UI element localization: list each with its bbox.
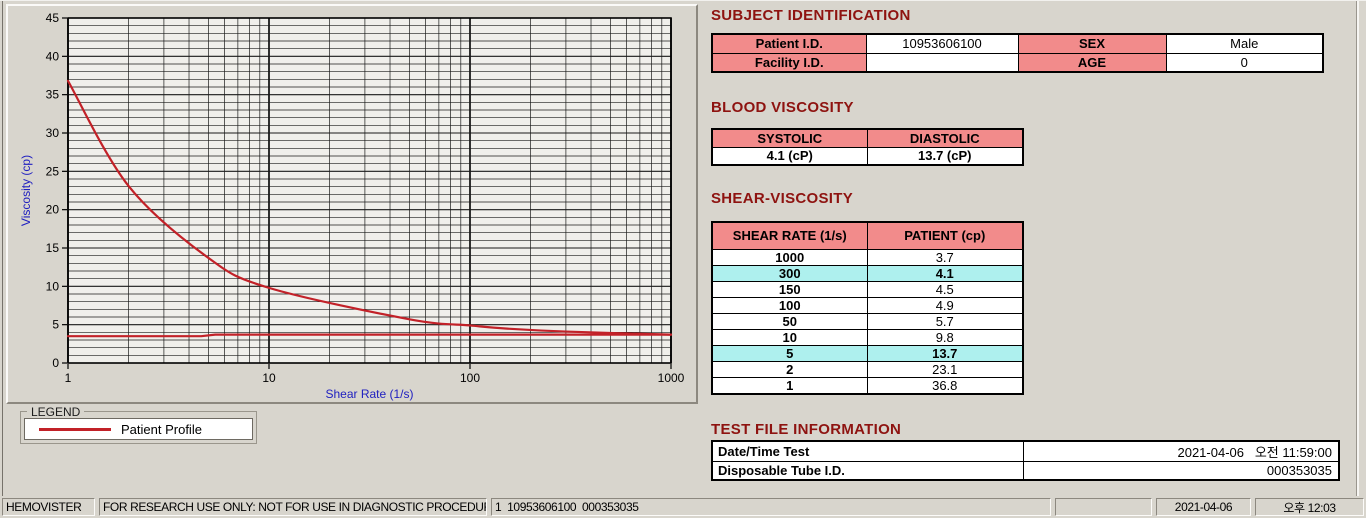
shear-rate-cell: 5 [711,344,868,362]
status-time: 오후 12:03 [1255,498,1364,516]
y-tick-label: 0 [52,356,59,370]
y-tick-label: 10 [46,279,60,293]
y-tick-label: 5 [52,318,59,332]
legend-entry-label: Patient Profile [121,421,202,437]
window-right-edge-highlight [1357,0,1359,496]
shear-viscosity-chart: 0 5 10 15 20 25 30 35 40 45 1 10 100 1000 Viscosity (c… [19,11,685,401]
patient-viscosity-cell: 13.7 [866,344,1024,362]
status-test-identifiers: 1 10953606100 000353035 [491,498,1051,516]
patient-viscosity-cell: 36.8 [866,376,1024,394]
patient-viscosity-cell: 4.1 [866,264,1024,282]
legend-groupbox: LEGEND Patient Profile [20,405,257,444]
legend-group-label: LEGEND [27,405,85,419]
patient-cp-header: PATIENT (cp) [866,221,1024,250]
shear-rate-cell: 1000 [711,248,868,266]
legend-entry: Patient Profile [24,418,253,440]
shear-viscosity-row: 50 5.7 [711,312,1024,330]
x-tick-label: 1 [65,371,72,385]
patient-id-value: 10953606100 [865,33,1019,54]
viscosity-chart-panel: 0 5 10 15 20 25 30 35 40 45 1 10 100 1000 Viscosity (c… [6,4,698,404]
patient-viscosity-cell: 3.7 [866,248,1024,266]
blood-viscosity-title: BLOOD VISCOSITY [711,99,854,116]
test-file-information-table: Date/Time Test 2021-04-06 오전 11:59:00 Di… [711,440,1340,481]
age-value: 0 [1165,52,1324,73]
table-row: SYSTOLIC DIASTOLIC [711,128,1024,148]
y-tick-label: 35 [46,88,60,102]
shear-rate-cell: 10 [711,328,868,346]
shear-rate-cell: 150 [711,280,868,298]
series-flat-trace [66,333,673,338]
shear-viscosity-row: 1000 3.7 [711,248,1024,266]
facility-id-label: Facility I.D. [711,52,867,73]
diastolic-value: 13.7 (cP) [866,146,1024,166]
shear-viscosity-row: 150 4.5 [711,280,1024,298]
patient-viscosity-cell: 4.9 [866,296,1024,314]
series-patient-profile [66,79,673,336]
table-header-row: SHEAR RATE (1/s) PATIENT (cp) [711,221,1024,250]
status-date: 2021-04-06 [1156,498,1251,516]
shear-viscosity-table: SHEAR RATE (1/s) PATIENT (cp) 1000 3.7 300… [711,221,1024,395]
patient-id-label: Patient I.D. [711,33,867,54]
status-app-name: HEMOVISTER [2,498,95,516]
patient-viscosity-cell: 9.8 [866,328,1024,346]
shear-viscosity-row: 2 23.1 [711,360,1024,378]
status-bar: HEMOVISTER FOR RESEARCH USE ONLY: NOT FO… [0,496,1366,518]
y-tick-label: 30 [46,126,60,140]
table-row: Disposable Tube I.D. 000353035 [711,461,1340,480]
x-axis-title: Shear Rate (1/s) [325,387,413,401]
shear-rate-cell: 100 [711,296,868,314]
subject-identification-table: Patient I.D. 10953606100 SEX Male Facili… [711,33,1324,73]
x-tick-label: 100 [460,371,480,385]
table-row: Patient I.D. 10953606100 SEX Male [711,33,1324,54]
y-tick-label: 20 [46,203,60,217]
patient-viscosity-cell: 23.1 [866,360,1024,378]
shear-rate-header: SHEAR RATE (1/s) [711,221,868,250]
age-label: AGE [1017,52,1167,73]
patient-viscosity-cell: 5.7 [866,312,1024,330]
y-tick-label: 15 [46,241,60,255]
status-empty-panel [1055,498,1152,516]
window-left-edge [2,0,3,496]
window-right-edge-shadow [1356,0,1357,496]
subject-identification-title: SUBJECT IDENTIFICATION [711,7,911,24]
sex-value: Male [1165,33,1324,54]
sex-label: SEX [1017,33,1167,54]
shear-rate-cell: 1 [711,376,868,394]
shear-rate-cell: 50 [711,312,868,330]
disposable-tube-id-value: 000353035 [1022,461,1340,480]
disposable-tube-id-label: Disposable Tube I.D. [711,461,1024,480]
systolic-header: SYSTOLIC [711,128,868,148]
shear-viscosity-title: SHEAR-VISCOSITY [711,190,854,207]
table-row: Facility I.D. AGE 0 [711,52,1324,73]
window-top-edge [0,0,1366,1]
y-axis-title: Viscosity (cp) [19,155,33,226]
table-row: 4.1 (cP) 13.7 (cP) [711,146,1024,166]
shear-viscosity-row: 100 4.9 [711,296,1024,314]
diastolic-header: DIASTOLIC [866,128,1024,148]
facility-id-value [865,52,1019,73]
shear-viscosity-row: 300 4.1 [711,264,1024,282]
plot-area [68,18,671,363]
status-research-use-warning: FOR RESEARCH USE ONLY: NOT FOR USE IN DI… [99,498,487,516]
systolic-value: 4.1 (cP) [711,146,868,166]
table-row: Date/Time Test 2021-04-06 오전 11:59:00 [711,440,1340,462]
shear-rate-cell: 2 [711,360,868,378]
shear-viscosity-row: 10 9.8 [711,328,1024,346]
shear-rate-cell: 300 [711,264,868,282]
date-time-test-label: Date/Time Test [711,440,1024,462]
shear-viscosity-row: 1 36.8 [711,376,1024,394]
blood-viscosity-table: SYSTOLIC DIASTOLIC 4.1 (cP) 13.7 (cP) [711,128,1024,166]
y-tick-label: 40 [46,49,60,63]
patient-profile-line-swatch [39,427,111,431]
x-tick-label: 1000 [658,371,685,385]
x-tick-label: 10 [262,371,276,385]
y-tick-label: 25 [46,164,60,178]
y-tick-label: 45 [46,11,60,25]
date-time-test-value: 2021-04-06 오전 11:59:00 [1022,440,1340,462]
patient-viscosity-cell: 4.5 [866,280,1024,298]
shear-viscosity-row: 5 13.7 [711,344,1024,362]
test-file-information-title: TEST FILE INFORMATION [711,421,902,438]
